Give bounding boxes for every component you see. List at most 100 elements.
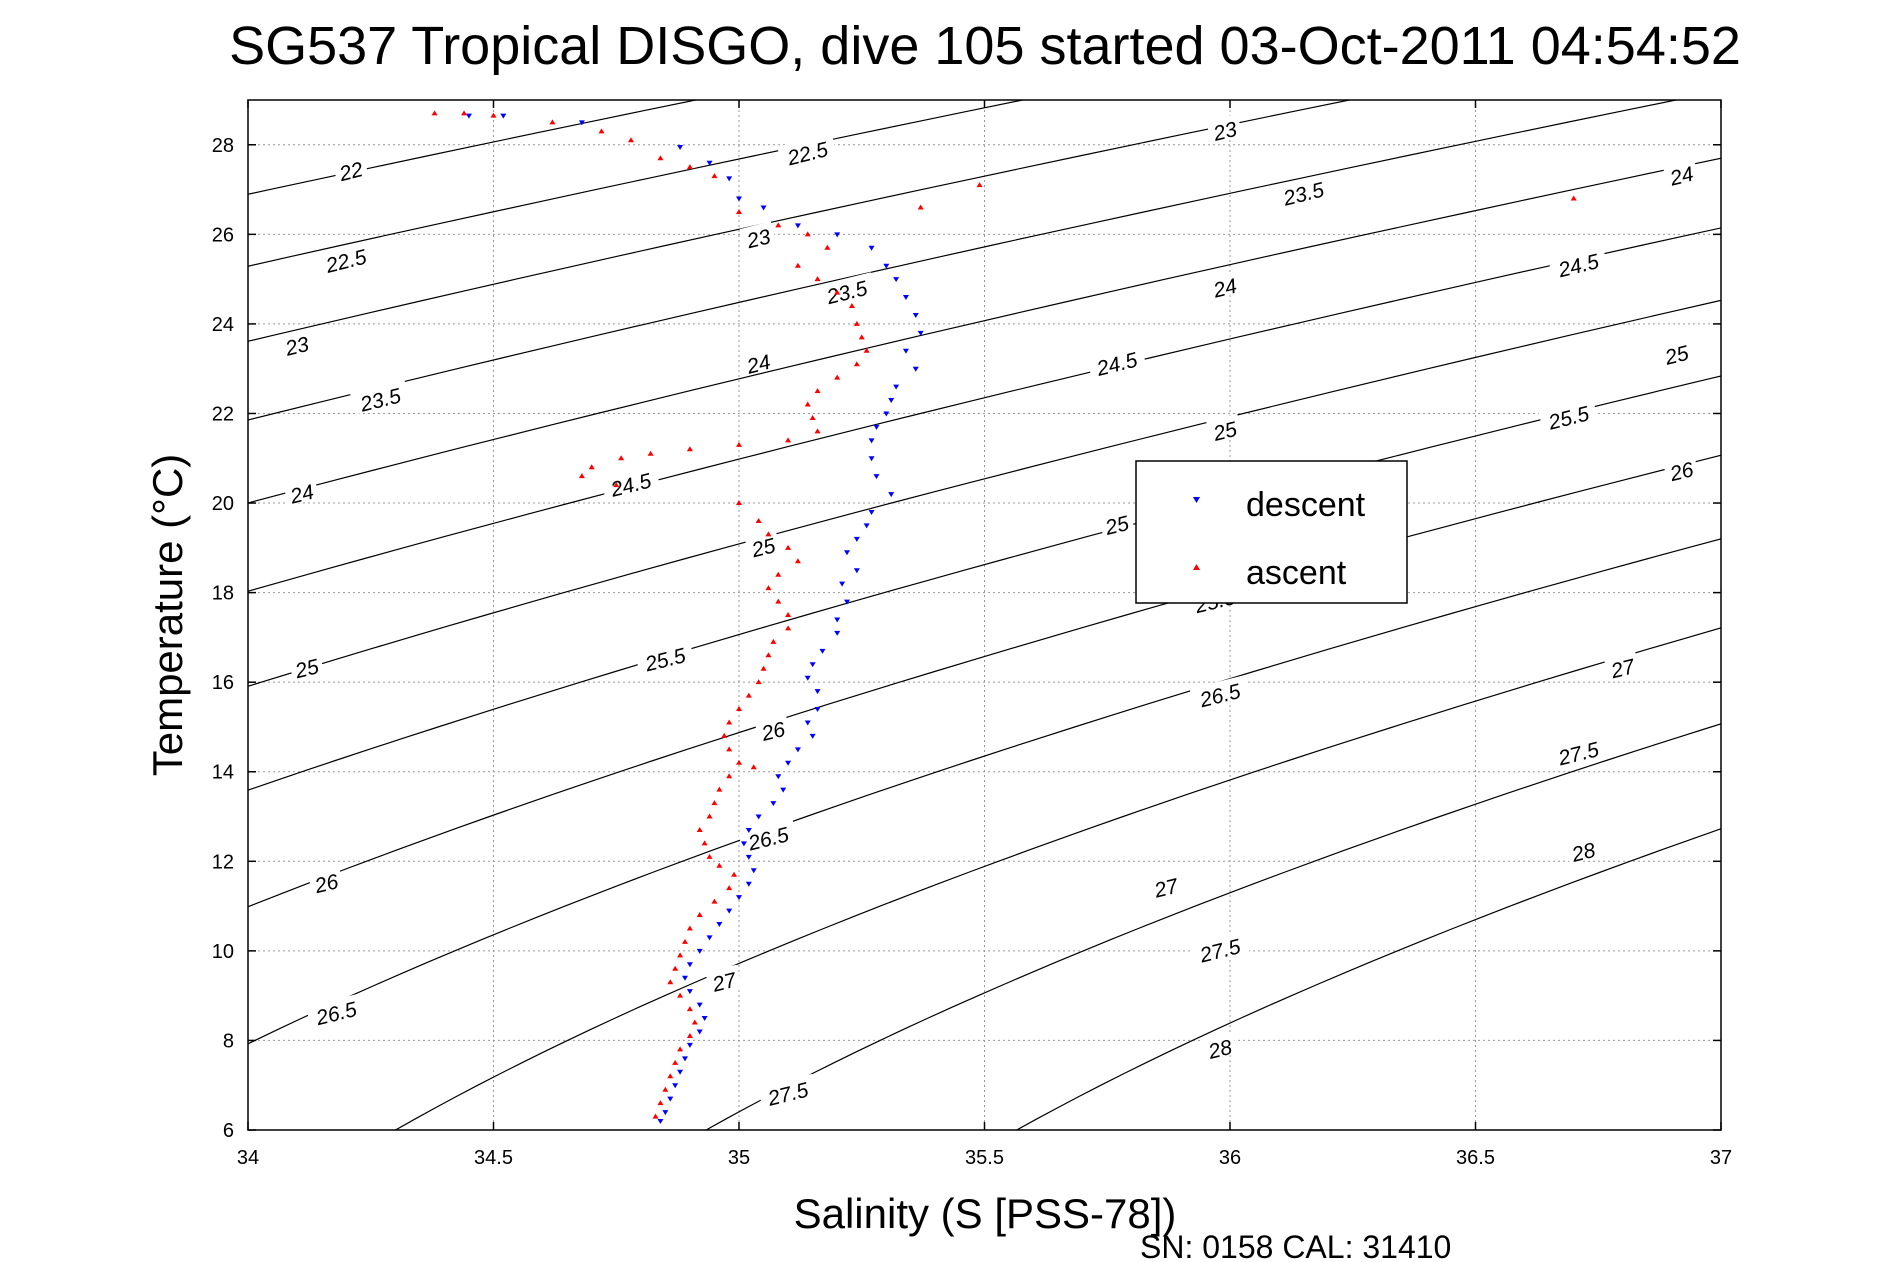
ascent-point [681,938,688,944]
y-tick-label: 22 [212,403,234,425]
descent-point [736,196,742,202]
descent-point [745,881,752,887]
ascent-point [706,813,713,819]
y-tick-label: 24 [212,314,234,336]
legend-ascent-marker [1193,564,1200,570]
ascent-point [686,446,693,452]
density-contour-line [248,157,1721,504]
ascent-point [785,612,792,617]
density-contours [248,100,1721,1130]
density-contour-line [248,299,1721,687]
descent-point [917,330,924,336]
descent-point [657,1119,664,1125]
ascent-point [858,334,865,340]
ascent-point [804,231,811,237]
descent-point [853,536,860,542]
contour-label-background [1206,413,1243,444]
ascent-point [431,110,438,116]
contour-label-background [350,379,410,415]
ascent-point [736,500,742,506]
x-axis-label: Salinity (S [PSS-78]) [794,1190,1177,1237]
ascent-point [686,925,693,931]
contour-label-background [283,476,320,506]
contour-label-background [288,651,325,681]
ascent-point [794,558,801,564]
descent-point [819,648,826,654]
ascent-point [736,208,742,214]
descent-point [726,908,733,914]
contour-label-background [754,713,791,744]
y-tick-label: 16 [212,672,234,694]
descent-point [745,854,752,860]
descent-point [696,1029,703,1035]
ascent-point [765,652,772,658]
ascent-point [760,665,767,671]
contour-label-background [739,346,777,376]
descent-point [780,787,787,793]
x-tick-label: 35 [728,1147,750,1169]
contour-label-background [1206,270,1243,300]
descent-point [686,962,693,968]
descent-point [750,868,757,874]
ascent-point [627,137,634,143]
ascent-point [716,862,723,868]
descent-point [686,989,693,995]
descent-point [873,424,880,430]
ascent-point [578,473,585,479]
ascent-point [745,692,752,698]
descent-point [844,599,851,605]
ascent-point [613,482,620,488]
ascent-point [696,912,703,918]
descent-point [578,120,585,126]
descent-point [465,113,472,119]
contour-label-background [600,464,661,500]
contour-label-background [816,272,877,308]
ascent-point [834,374,841,380]
ascent-point [750,764,757,770]
contour-label-background [1189,930,1250,966]
ascent-point [814,276,821,282]
descent-point [760,205,767,211]
contour-label-background [1147,870,1184,900]
x-tick-label: 35.5 [965,1147,1004,1169]
ascent-point [618,455,625,461]
density-contour-line [248,538,1721,1045]
ascent-point [976,182,983,188]
contour-label-background [1548,245,1608,281]
ascent-point [701,840,708,846]
density-contour-line [248,100,1026,267]
contour-label-background [332,154,369,184]
ascent-point [667,979,674,985]
ascent-point [588,464,595,470]
ascent-point [549,119,556,125]
ascent-point [853,320,860,326]
x-tick-label: 34.5 [474,1147,513,1169]
legend-descent-marker [1193,497,1200,503]
descent-point [902,295,909,301]
ascent-point [672,965,679,971]
y-tick-label: 14 [212,762,234,784]
density-contour-line [248,227,1721,592]
ascent-point [657,1100,664,1106]
contour-label: 24 [1210,275,1239,303]
descent-point [834,232,841,238]
descent-point [706,935,713,941]
contour-label-background [777,133,837,169]
ascent-point [917,204,924,210]
y-axis-ticks: 6 8 10 12 14 16 18 20 22 24 26 28 [212,135,1721,1142]
descent-point [736,895,742,901]
contour-label: 24 [287,481,316,509]
descent-point [868,456,875,462]
y-tick-label: 26 [212,224,234,246]
contour-label-background [1189,675,1250,711]
descent-point [883,263,890,269]
contour-label-background [1086,343,1147,379]
ascent-point [863,347,870,353]
descent-point [794,223,801,229]
serial-calibration-text: SN: 0158 CAL: 31410 [1140,1229,1451,1262]
y-tick-label: 6 [223,1120,234,1142]
descent-point [853,568,860,574]
descent-point [912,366,919,372]
y-tick-label: 28 [212,135,234,157]
